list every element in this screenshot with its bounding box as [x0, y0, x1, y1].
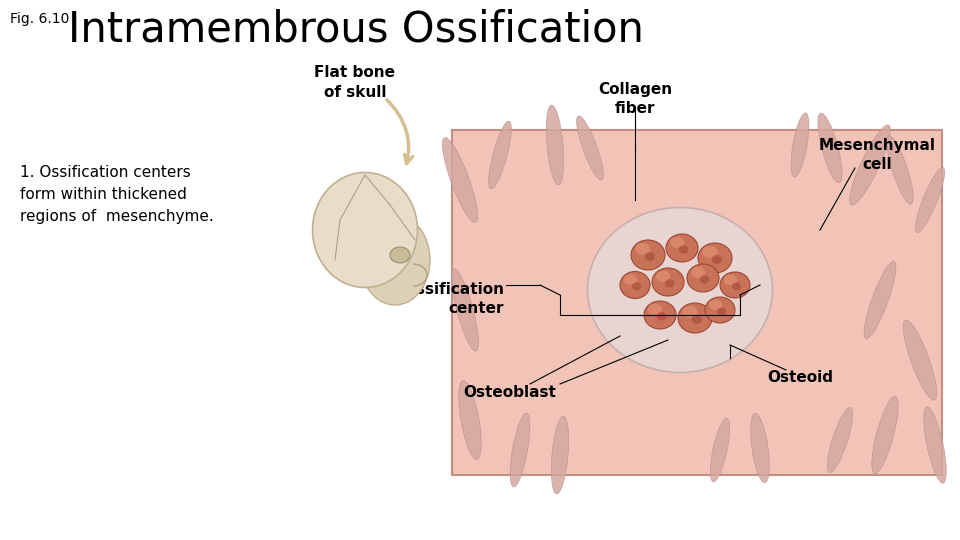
- Bar: [452, 130, 942, 475]
- Ellipse shape: [489, 121, 512, 189]
- Ellipse shape: [818, 113, 842, 183]
- Ellipse shape: [588, 207, 773, 373]
- Ellipse shape: [360, 215, 430, 305]
- Ellipse shape: [887, 136, 913, 204]
- Ellipse shape: [924, 407, 947, 483]
- Ellipse shape: [903, 320, 937, 400]
- Ellipse shape: [510, 413, 530, 487]
- Ellipse shape: [864, 261, 896, 339]
- Text: Ossification
center: Ossification center: [403, 282, 504, 315]
- Ellipse shape: [791, 113, 809, 177]
- Ellipse shape: [652, 268, 684, 296]
- Ellipse shape: [850, 125, 890, 205]
- Ellipse shape: [872, 396, 899, 474]
- Ellipse shape: [717, 307, 726, 315]
- Ellipse shape: [666, 234, 698, 262]
- Text: Osteoid: Osteoid: [767, 370, 833, 385]
- Ellipse shape: [632, 282, 641, 291]
- Ellipse shape: [678, 303, 712, 333]
- Ellipse shape: [679, 245, 688, 254]
- Ellipse shape: [459, 381, 481, 460]
- Ellipse shape: [443, 138, 477, 222]
- Ellipse shape: [577, 116, 604, 180]
- Ellipse shape: [631, 240, 665, 270]
- Text: Fig. 6.10: Fig. 6.10: [10, 12, 69, 26]
- Ellipse shape: [828, 408, 852, 472]
- Ellipse shape: [313, 172, 418, 287]
- Ellipse shape: [636, 243, 651, 255]
- Ellipse shape: [648, 304, 662, 315]
- Ellipse shape: [656, 271, 670, 282]
- Ellipse shape: [390, 247, 410, 263]
- Ellipse shape: [620, 272, 650, 299]
- Text: Collagen
fiber: Collagen fiber: [598, 82, 672, 116]
- Text: Mesenchymal
cell: Mesenchymal cell: [819, 138, 935, 172]
- Ellipse shape: [711, 255, 722, 264]
- Ellipse shape: [691, 315, 702, 324]
- Ellipse shape: [708, 300, 722, 310]
- Text: Osteoblast: Osteoblast: [464, 385, 557, 400]
- Ellipse shape: [687, 264, 719, 292]
- Ellipse shape: [644, 301, 676, 329]
- Ellipse shape: [751, 413, 769, 483]
- Ellipse shape: [451, 269, 478, 351]
- Ellipse shape: [724, 275, 737, 285]
- Ellipse shape: [705, 297, 735, 323]
- Ellipse shape: [683, 306, 698, 318]
- Ellipse shape: [644, 252, 655, 261]
- Ellipse shape: [732, 282, 741, 290]
- Text: 1. Ossification centers
form within thickened
regions of  mesenchyme.: 1. Ossification centers form within thic…: [20, 165, 214, 225]
- Ellipse shape: [720, 272, 750, 298]
- Ellipse shape: [624, 274, 637, 285]
- Ellipse shape: [551, 416, 568, 494]
- Ellipse shape: [546, 105, 564, 185]
- Text: Intramembrous Ossification: Intramembrous Ossification: [68, 8, 644, 50]
- Ellipse shape: [700, 275, 709, 284]
- Ellipse shape: [670, 237, 684, 248]
- Ellipse shape: [657, 312, 666, 321]
- Ellipse shape: [710, 418, 730, 482]
- Ellipse shape: [691, 267, 706, 278]
- Ellipse shape: [916, 167, 945, 233]
- Ellipse shape: [665, 279, 675, 288]
- Ellipse shape: [703, 246, 717, 258]
- Text: Flat bone
of skull: Flat bone of skull: [315, 65, 396, 100]
- Ellipse shape: [698, 243, 732, 273]
